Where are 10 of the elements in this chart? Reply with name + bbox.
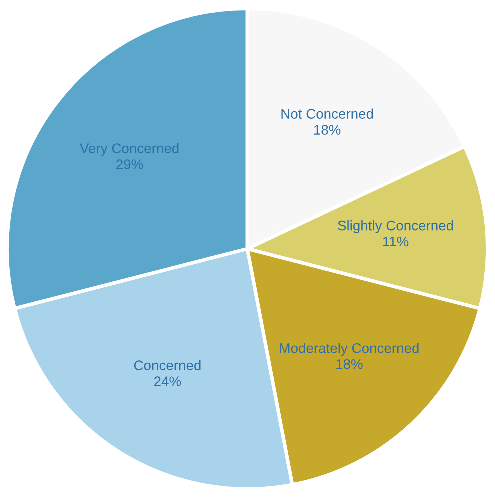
slice-label: Moderately Concerned <box>280 343 419 356</box>
data-label: 11% <box>383 236 409 247</box>
data-label: 18% <box>314 125 341 135</box>
slice-label: Very Concerned <box>80 143 179 156</box>
slice-label: Concerned <box>134 360 201 370</box>
data-label: 24% <box>154 376 182 386</box>
slice-label: Not Concerned <box>282 108 374 119</box>
data-label: 18% <box>336 359 363 370</box>
data-label: 29% <box>116 160 144 170</box>
slice-label: Slightly Concerned <box>338 220 454 234</box>
